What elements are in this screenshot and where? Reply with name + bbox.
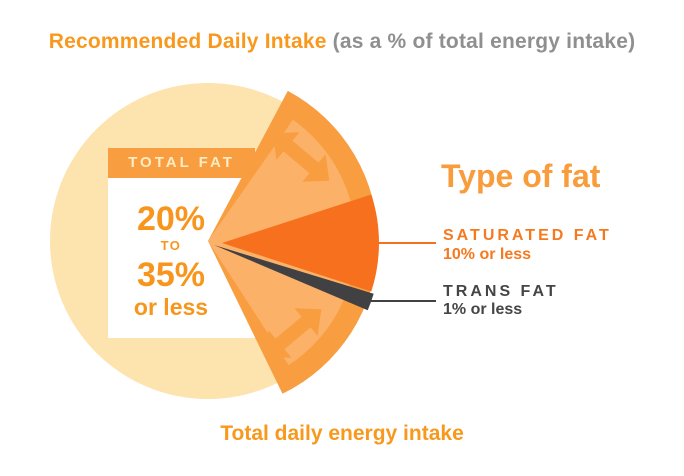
saturated-fat-label: SATURATED FAT [443,227,612,244]
saturated-fat-wedge [222,194,379,292]
title-subtitle: (as a % of total energy intake) [332,30,636,53]
legend-title: Type of fat [441,158,601,194]
trans-fat-value: 1% or less [443,301,523,318]
saturated-fat-value: 10% or less [443,246,532,263]
total-fat-qualifier: or less [133,294,209,320]
page-title: Recommended Daily Intake (as a % of tota… [0,30,684,54]
range-arrow-up-icon [272,132,330,182]
total-fat-to-label: TO [160,238,182,253]
chart-caption: Total daily energy intake [220,422,464,445]
total-fat-card-header-bar [108,148,255,178]
trans-fat-wedge [214,245,374,311]
total-fat-max-value: 35% [136,256,206,294]
total-fat-card-title: TOTAL FAT [128,154,235,171]
total-fat-min-value: 20% [136,200,206,238]
trans-fat-label: TRANS FAT [443,283,559,300]
range-arrow-down-icon [264,308,322,358]
title-main: Recommended Daily Intake [48,30,327,53]
